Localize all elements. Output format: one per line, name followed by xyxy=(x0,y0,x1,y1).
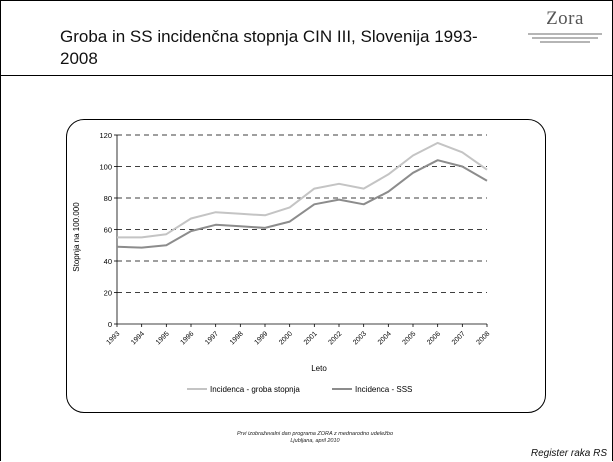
x-tick-label: 2002 xyxy=(327,330,343,346)
x-tick-label: 2000 xyxy=(278,330,294,346)
legend-label: Incidenca - SSS xyxy=(355,385,412,394)
footer-line-1: Prvi izobraževalni dan programa ZORA z m… xyxy=(236,431,394,437)
line-chart: 0 20 40 60 80 100 120 1993 1994 1995 1996 1997 1998… xyxy=(72,131,491,394)
x-tick-label: 1996 xyxy=(179,330,195,346)
header-divider xyxy=(0,75,613,76)
x-tick-label: 2006 xyxy=(426,330,442,346)
y-tick-label: 40 xyxy=(104,257,112,266)
x-tick-label: 2007 xyxy=(451,330,467,346)
x-tick-label: 2008 xyxy=(475,330,491,346)
chart-container: 0 20 40 60 80 100 120 1993 1994 1995 1996 1997 1998… xyxy=(66,119,546,413)
x-tick-labels: 1993 1994 1995 1996 1997 1998 1999 2000 2001 2002… xyxy=(105,330,491,346)
series-line xyxy=(117,141,488,239)
legend: Incidenca - groba stopnja Incidenca - SSS xyxy=(187,385,412,394)
x-tick-label: 1998 xyxy=(229,330,245,346)
logo-tagline-lines xyxy=(524,33,606,43)
axes xyxy=(114,134,488,327)
x-tick-label: 1994 xyxy=(130,330,146,346)
series-line xyxy=(116,159,488,249)
zora-logo: Zora xyxy=(524,8,606,60)
y-tick-label: 0 xyxy=(108,320,112,329)
footer-note: Prvi izobraževalni dan programa ZORA z m… xyxy=(190,431,440,445)
slide-title: Groba in SS incidenčna stopnja CIN III, … xyxy=(60,27,478,68)
footer-line-2: Ljubljana, april 2010 xyxy=(290,438,340,444)
series-lines xyxy=(116,141,488,249)
logo-word: Zora xyxy=(546,8,584,29)
y-tick-label: 100 xyxy=(99,163,112,172)
y-tick-label: 60 xyxy=(104,226,112,235)
x-axis-label: Leto xyxy=(311,364,327,373)
y-axis-label: Stopnja na 100.000 xyxy=(72,202,81,272)
y-tick-label: 80 xyxy=(104,194,112,203)
x-tick-label: 1995 xyxy=(155,330,171,346)
legend-label: Incidenca - groba stopnja xyxy=(210,385,300,394)
x-tick-label: 2004 xyxy=(377,330,393,346)
x-tick-label: 1993 xyxy=(105,330,121,346)
register-credit: Register raka RS xyxy=(530,448,607,459)
x-tick-label: 1999 xyxy=(253,330,269,346)
x-tick-label: 2001 xyxy=(303,330,319,346)
y-tick-label: 120 xyxy=(99,131,112,140)
x-tick-label: 1997 xyxy=(204,330,220,346)
x-tick-label: 2003 xyxy=(352,330,368,346)
y-tick-labels: 0 20 40 60 80 100 120 xyxy=(99,131,112,329)
x-tick-label: 2005 xyxy=(401,330,417,346)
y-tick-label: 20 xyxy=(104,289,112,298)
